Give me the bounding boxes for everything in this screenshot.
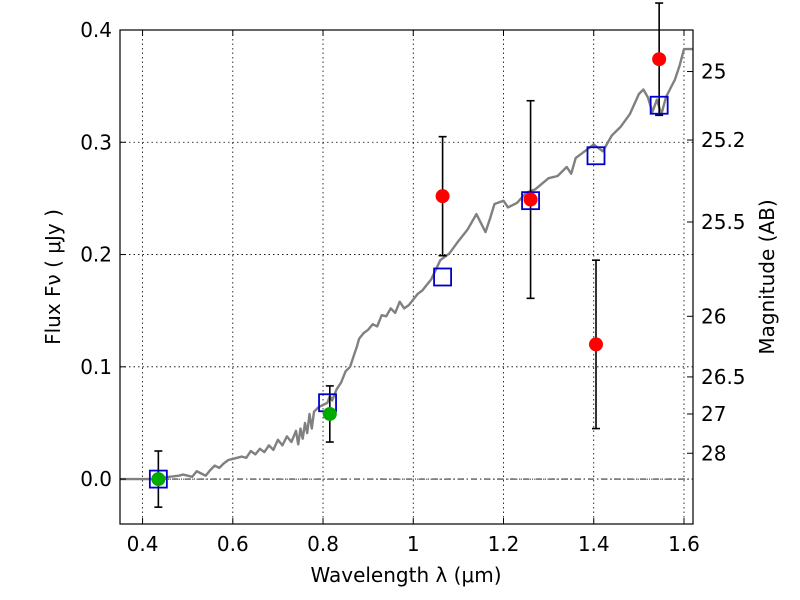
plot-background (120, 30, 693, 524)
right-tick-label: 25.5 (701, 210, 746, 234)
model-flux-square (586, 146, 606, 166)
right-tick-label: 26.5 (701, 365, 746, 389)
y-tick-label: 0.1 (80, 355, 112, 379)
y-tick-label: 0.4 (80, 18, 112, 42)
x-tick-label: 0.8 (307, 532, 339, 556)
right-axis-label: Magnitude (AB) (755, 199, 779, 354)
y-tick-label: 0.3 (80, 130, 112, 154)
right-tick-label: 27 (701, 402, 726, 426)
x-tick-label: 0.6 (217, 532, 249, 556)
model-flux-square (649, 95, 669, 115)
observed-nir-point (435, 189, 450, 204)
axis-ticks: 0.4 0.6 0.8 1 1.2 1.4 1.6 0.0 0.1 0.2 0.3 0.4 25 25.2… (80, 18, 745, 556)
markers (148, 52, 669, 489)
observed-optical-point (151, 472, 166, 487)
x-tick-label: 1.2 (488, 532, 520, 556)
model-flux-square (521, 191, 540, 211)
right-tick-label: 26 (701, 304, 726, 328)
x-tick-label: 0.4 (127, 532, 159, 556)
right-tick-label: 25 (701, 60, 726, 84)
right-tick-label: 28 (701, 441, 726, 465)
model-flux-square (433, 267, 452, 287)
observed-nir-point (652, 52, 667, 67)
right-tick-label: 25.2 (701, 128, 746, 152)
observed-nir-point (588, 337, 603, 352)
model-flux-square (148, 469, 168, 489)
observed-nir-point (523, 192, 538, 207)
x-tick-label: 1.4 (578, 532, 610, 556)
x-axis-label: Wavelength λ (μm) (310, 563, 501, 587)
y-tick-label: 0.0 (80, 467, 112, 491)
y-tick-label: 0.2 (80, 243, 112, 267)
plot-frame (119, 29, 694, 525)
y-axis-label: Flux Fν ( μJy ) (41, 209, 65, 345)
observed-optical-point (322, 406, 337, 421)
x-tick-label: 1 (407, 532, 420, 556)
x-tick-label: 1.6 (668, 532, 700, 556)
